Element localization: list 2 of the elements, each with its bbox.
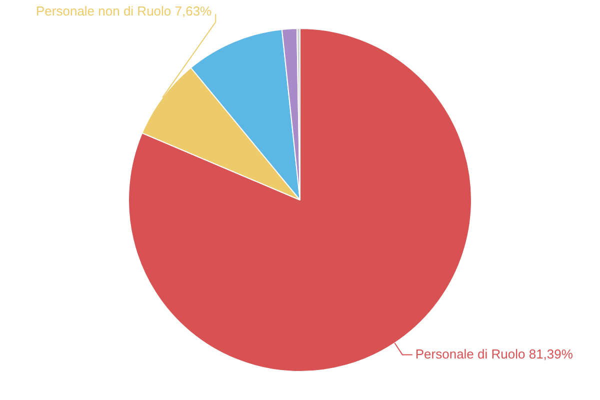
slice-label: Personale non di Ruolo 7,63% xyxy=(36,4,212,19)
slice-label: Personale di Ruolo 81,39% xyxy=(415,346,574,362)
